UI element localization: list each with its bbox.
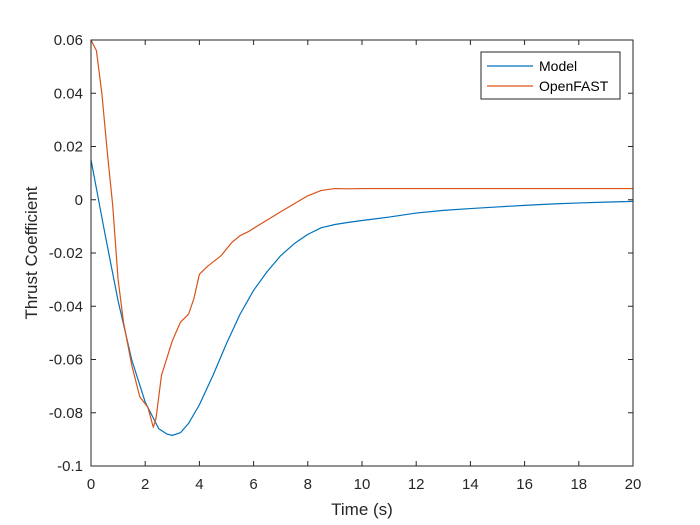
tick-layer: 0 2 4 6 8 10 12 14 16 18 20 -0.1 -0.08 -0.06 -0.04 -0.0… [49, 32, 642, 493]
x-tick-label: 18 [570, 476, 587, 493]
series-line-model [90, 159, 634, 436]
y-tick-label: 0 [75, 192, 83, 209]
plot-area [91, 40, 633, 466]
x-tick-label: 12 [408, 476, 425, 493]
x-tick-label: 2 [141, 476, 149, 493]
y-axis-label: Thrust Coefficient [22, 186, 41, 319]
y-tick-label: 0.02 [54, 139, 83, 156]
legend-label-openfast: OpenFAST [539, 78, 609, 94]
legend-box [480, 51, 621, 100]
x-tick-label: 6 [249, 476, 257, 493]
y-tick-label: 0.06 [54, 32, 83, 49]
x-tick-label: 4 [195, 476, 203, 493]
y-tick-label: 0.04 [54, 85, 83, 102]
series-line-openfast [90, 39, 634, 428]
y-tick-label: -0.04 [49, 298, 83, 315]
y-tick-label: -0.02 [49, 245, 83, 262]
y-tick-label: -0.1 [57, 458, 83, 475]
legend-label-model: Model [539, 58, 577, 74]
legend: Model OpenFAST [480, 51, 621, 100]
x-tick-label: 10 [354, 476, 371, 493]
y-tick-label: -0.08 [49, 405, 83, 422]
series-layer [90, 39, 634, 436]
x-tick-label: 0 [87, 476, 95, 493]
x-tick-label: 14 [462, 476, 479, 493]
x-tick-label: 20 [625, 476, 642, 493]
y-tick-label: -0.06 [49, 352, 83, 369]
x-tick-label: 8 [304, 476, 312, 493]
x-axis-label: Time (s) [331, 500, 393, 519]
x-tick-label: 16 [516, 476, 533, 493]
